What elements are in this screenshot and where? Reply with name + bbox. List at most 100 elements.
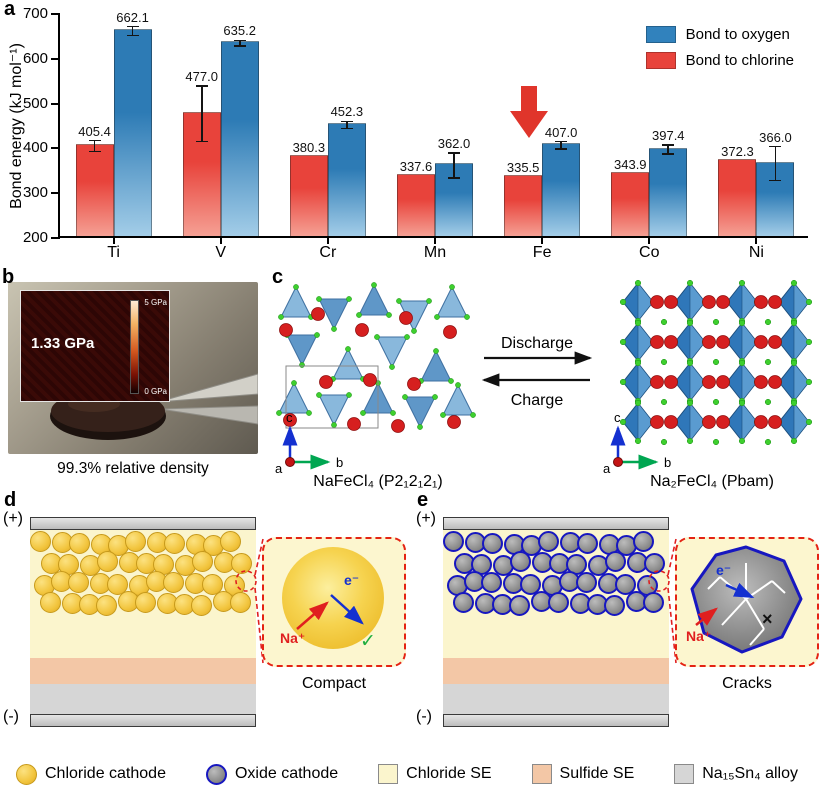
- negative-terminal-label: (-): [416, 708, 432, 725]
- error-bar-cap: [126, 34, 139, 37]
- chart-legend-item: Bond to oxygen: [645, 26, 794, 43]
- y-tick-label: 300: [22, 184, 48, 202]
- y-tick-label: 500: [22, 94, 48, 112]
- panel-label-c: c: [272, 266, 284, 288]
- chlorine-bar-Co: [611, 171, 650, 236]
- chloride-cathode-particle: [97, 551, 118, 572]
- x-tick-label: Ni: [748, 244, 764, 261]
- error-bar-cap: [195, 140, 208, 143]
- legend-label: Chloride SE: [406, 765, 492, 782]
- error-bar-cap: [662, 153, 675, 155]
- bar-value-label: 477.0: [185, 69, 218, 85]
- y-tick: [51, 102, 60, 105]
- compact-caption: Compact: [301, 675, 367, 692]
- na2fecl4-structure: [619, 279, 813, 446]
- panel-c-crystal-structures: c Discharge Charge: [266, 266, 826, 493]
- x-tick: [541, 238, 544, 244]
- legend-label: Na₁₅Sn₄ alloy: [702, 765, 798, 782]
- error-bar: [667, 145, 670, 155]
- negative-terminal-label: (-): [3, 708, 19, 725]
- error-bar: [238, 40, 241, 46]
- legend-label: Sulfide SE: [559, 765, 635, 782]
- x-tick: [648, 238, 651, 244]
- x-tick: [434, 238, 436, 244]
- na-ion-arrow: [694, 607, 718, 626]
- chloride-cathode-particle: [96, 595, 117, 616]
- x-tick-label: Fe: [532, 244, 552, 261]
- x-tick: [112, 238, 115, 244]
- x-tick-label: Cr: [319, 244, 337, 261]
- scale-min-label: 0 GPa: [144, 387, 167, 396]
- na-ion-label: Na⁺: [686, 628, 711, 644]
- oxide-cathode-particle: [510, 551, 531, 572]
- oxide-cathode-particle: [644, 553, 665, 574]
- positive-terminal-label: (+): [416, 510, 436, 527]
- chloride-se-layer: [443, 620, 669, 658]
- discharge-label: Discharge: [501, 335, 573, 352]
- nafecl4-structure: [276, 282, 476, 433]
- axis-indicator-left: a b c: [275, 410, 343, 476]
- oxide-cathode-particle: [633, 531, 654, 552]
- y-tick-label: 200: [22, 229, 48, 246]
- cracks-caption: Cracks: [722, 675, 772, 692]
- zoom-inset-compact: Na⁺ e⁻ ✓: [262, 537, 406, 667]
- bar-value-label: 397.4: [652, 128, 685, 144]
- chlorine-bar-Fe: [504, 175, 543, 236]
- chloride-se-layer: [30, 620, 256, 658]
- crystal-structures-svg: Discharge Charge a b c a b c: [275, 279, 813, 490]
- y-axis-title: Bond energy (kJ mol⁻¹): [8, 43, 25, 209]
- oxide-cathode-particle: [604, 595, 625, 616]
- oxide-cathode-particle: [443, 531, 464, 552]
- y-tick-label: 600: [22, 49, 48, 67]
- legend-label: Oxide cathode: [234, 765, 339, 782]
- zoom-inset-cracks: Na⁺ e⁻ ×: [675, 537, 819, 667]
- discharge-charge-arrows: Discharge Charge: [481, 335, 593, 409]
- chloride-cathode-particle: [40, 592, 61, 613]
- chloride-cathode-particle: [230, 592, 251, 613]
- error-bar-cap: [340, 127, 353, 130]
- y-tick-label: 400: [22, 139, 48, 157]
- current-collector-bottom: [30, 714, 256, 727]
- na-alloy-layer: [443, 684, 669, 714]
- axis-c-label: c: [286, 410, 293, 425]
- bar-value-label: 366.0: [759, 129, 792, 145]
- chloride-cathode-particle: [191, 595, 212, 616]
- panel-label-d: d: [4, 489, 17, 511]
- oxide-cathode-particle: [643, 592, 664, 613]
- bar-value-label: 452.3: [330, 104, 364, 120]
- chloride-cell-stack: [30, 517, 256, 727]
- chart-legend-item: Bond to chlorine: [645, 52, 794, 69]
- y-tick: [51, 147, 60, 150]
- legend-item-alloy: Na₁₅Sn₄ alloy: [674, 764, 798, 784]
- axis-a-label: a: [275, 461, 283, 476]
- chloride-cathode-particle: [30, 531, 51, 552]
- oxide-cathode-particle: [481, 572, 502, 593]
- left-structure-label: NaFeCl₄ (P2₁2₁2₁): [313, 473, 442, 490]
- oxide-cathode-particle: [509, 595, 530, 616]
- right-structure-label: Na₂FeCl₄ (Pbam): [650, 473, 774, 490]
- chlorine-bar-V: [182, 111, 221, 236]
- error-bar: [346, 121, 348, 129]
- sulfide-se-layer: [443, 658, 669, 684]
- fe-highlight-arrow-icon: [508, 86, 550, 143]
- chloride-cathode-particle: [69, 533, 90, 554]
- x-tick: [755, 238, 758, 244]
- chloride-cathode-particle: [202, 574, 223, 595]
- na-ion-arrow: [295, 601, 329, 630]
- y-tick: [51, 57, 60, 60]
- axis-a-label: a: [603, 461, 611, 476]
- compact-particle-illustration: Na⁺ e⁻ ✓: [280, 547, 384, 652]
- legend-swatch-icon: [645, 26, 676, 43]
- chloride-cathode-layer: [30, 530, 256, 620]
- oxide-cathode-particle: [538, 531, 559, 552]
- error-bar: [560, 141, 562, 149]
- oxide-cathode-particle: [605, 551, 626, 572]
- current-collector-bottom: [443, 714, 669, 727]
- bar-value-label: 662.1: [116, 9, 149, 25]
- chloride-cathode-particle: [231, 553, 252, 574]
- na-alloy-layer: [30, 684, 256, 714]
- oxide-cell-stack: [443, 517, 669, 727]
- oxide-cathode-particle: [577, 533, 598, 554]
- modulus-map-inset: 1.33 GPa 5 GPa 0 GPa: [20, 290, 170, 402]
- oxide-cathode-particle: [576, 572, 597, 593]
